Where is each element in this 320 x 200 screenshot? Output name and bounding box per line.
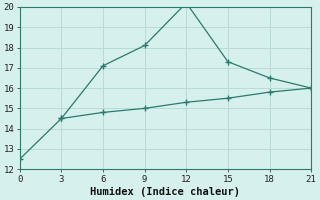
X-axis label: Humidex (Indice chaleur): Humidex (Indice chaleur) (91, 186, 240, 197)
